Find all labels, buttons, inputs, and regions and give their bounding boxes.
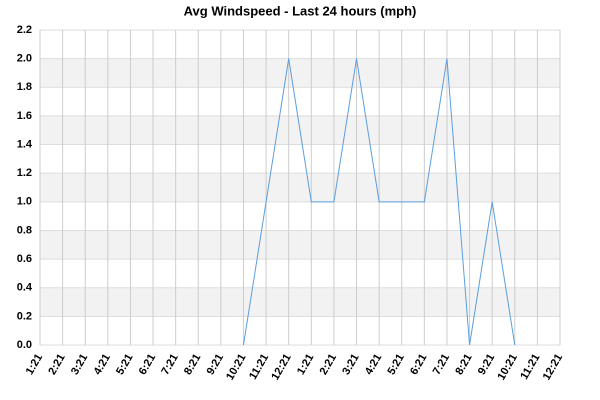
grid-band — [40, 58, 560, 88]
y-tick-label: 1.2 — [17, 167, 32, 179]
x-tick-label: 10:21 — [224, 352, 248, 382]
x-tick-label: 8:21 — [453, 352, 474, 377]
chart-title: Avg Windspeed - Last 24 hours (mph) — [184, 3, 417, 18]
x-tick-label: 3:21 — [340, 352, 361, 377]
grid-band — [40, 173, 560, 202]
x-tick-label: 2:21 — [46, 352, 67, 377]
x-tick-label: 9:21 — [205, 352, 226, 377]
x-tick-label: 8:21 — [182, 352, 203, 377]
x-tick-label: 5:21 — [114, 352, 135, 377]
x-tick-label: 12:21 — [541, 352, 565, 382]
y-tick-label: 2.0 — [17, 53, 32, 65]
y-tick-label: 1.6 — [17, 110, 32, 122]
x-tick-label: 3:21 — [69, 352, 90, 377]
x-tick-label: 4:21 — [363, 352, 384, 377]
x-tick-label: 2:21 — [318, 352, 339, 377]
x-tick-label: 7:21 — [431, 352, 452, 377]
x-tick-label: 9:21 — [476, 352, 497, 377]
x-tick-label: 12:21 — [269, 352, 293, 382]
y-tick-label: 0.4 — [17, 282, 33, 294]
x-tick-label: 6:21 — [408, 352, 429, 377]
x-tick-label: 7:21 — [159, 352, 180, 377]
y-tick-label: 1.0 — [17, 196, 32, 208]
y-tick-label: 1.4 — [17, 138, 33, 150]
x-tick-label: 1:21 — [295, 352, 316, 377]
x-tick-label: 5:21 — [385, 352, 406, 377]
data-line — [242, 58, 516, 346]
y-tick-label: 0.8 — [17, 224, 32, 236]
y-tick-label: 0.6 — [17, 253, 32, 265]
x-tick-label: 10:21 — [495, 352, 519, 382]
y-tick-label: 0.2 — [17, 310, 32, 322]
x-tick-label: 11:21 — [247, 352, 271, 382]
grid-band — [40, 230, 560, 260]
x-tick-label: 4:21 — [92, 352, 113, 377]
y-tick-label: 2.2 — [17, 24, 32, 36]
grid-band — [40, 287, 560, 317]
x-tick-label: 6:21 — [137, 352, 158, 377]
y-tick-label: 1.8 — [17, 81, 32, 93]
x-tick-label: 11:21 — [518, 352, 542, 382]
x-tick-label: 1:21 — [24, 352, 45, 377]
y-tick-label: 0.0 — [17, 339, 32, 351]
